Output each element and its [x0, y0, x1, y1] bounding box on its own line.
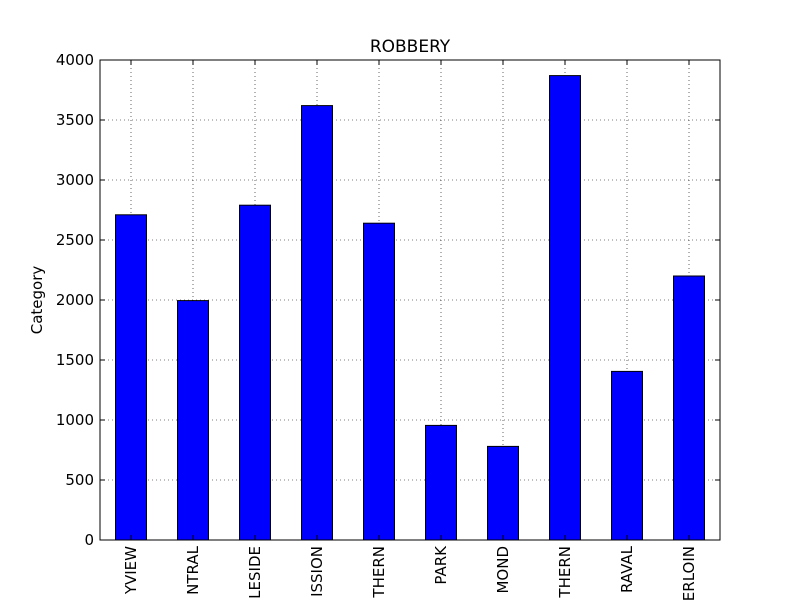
chart-title: ROBBERY — [370, 37, 451, 57]
bar — [611, 370, 643, 541]
x-tick-labels: YVIEW NTRAL LESIDE ISSION THERN PARK MOND THERN… — [122, 545, 698, 600]
x-tick-label: YVIEW — [122, 546, 140, 595]
x-tick-label: THERN — [556, 546, 574, 599]
y-tick-label: 0 — [84, 531, 94, 549]
bar — [363, 222, 395, 541]
y-tick-label: 4000 — [56, 51, 94, 69]
y-tick-label: 2000 — [56, 291, 94, 309]
x-tick-label: THERN — [370, 546, 388, 599]
bar — [115, 214, 147, 541]
x-tick-label: MOND — [494, 546, 512, 594]
bar — [487, 445, 519, 541]
y-tick-label: 2500 — [56, 231, 94, 249]
x-tick-label: PARK — [432, 545, 450, 585]
y-tick-label: 1500 — [56, 351, 94, 369]
x-tick-label: ERLOIN — [680, 546, 698, 600]
y-tick-label: 500 — [65, 471, 94, 489]
bar — [425, 424, 457, 541]
bar — [239, 204, 271, 541]
axis-ticks — [100, 59, 720, 541]
bar — [673, 275, 705, 541]
bar — [301, 105, 333, 541]
x-tick-label: ISSION — [308, 546, 326, 597]
y-tick-label: 1000 — [56, 411, 94, 429]
x-tick-label: NTRAL — [184, 545, 202, 594]
x-tick-label: LESIDE — [246, 546, 264, 599]
y-tick-label: 3500 — [56, 111, 94, 129]
bar — [177, 300, 209, 541]
x-tick-label: RAVAL — [618, 545, 636, 593]
y-axis-label: Category — [28, 266, 46, 335]
y-tick-label: 3000 — [56, 171, 94, 189]
y-tick-labels: 0 500 1000 1500 2000 2500 3000 3500 4000 — [56, 51, 94, 549]
bars — [115, 75, 705, 541]
bar — [549, 75, 581, 541]
